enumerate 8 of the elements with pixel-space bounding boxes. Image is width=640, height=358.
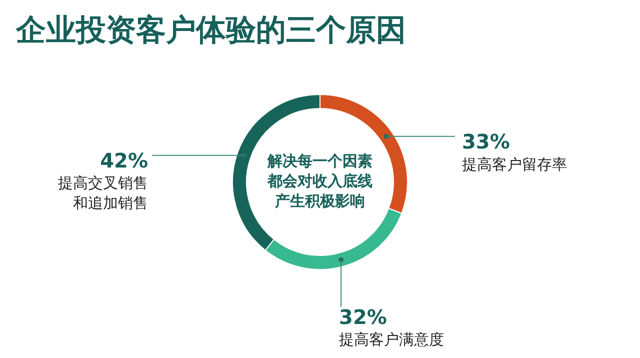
text: 解决每一个因素都会对收入底线产生积极影响: [266, 152, 372, 210]
data-label: 32%: [339, 304, 387, 329]
chart-title: 企业投资客户体验的三个原因: [16, 12, 406, 50]
data-label: 42%: [100, 148, 148, 173]
slice-label: 提高客户满意度: [339, 330, 444, 349]
data-label: 33%: [462, 130, 510, 154]
slice-label: 提高交叉销售和追加销售: [58, 174, 148, 212]
slice-label: 提高客户留存率: [462, 155, 567, 174]
